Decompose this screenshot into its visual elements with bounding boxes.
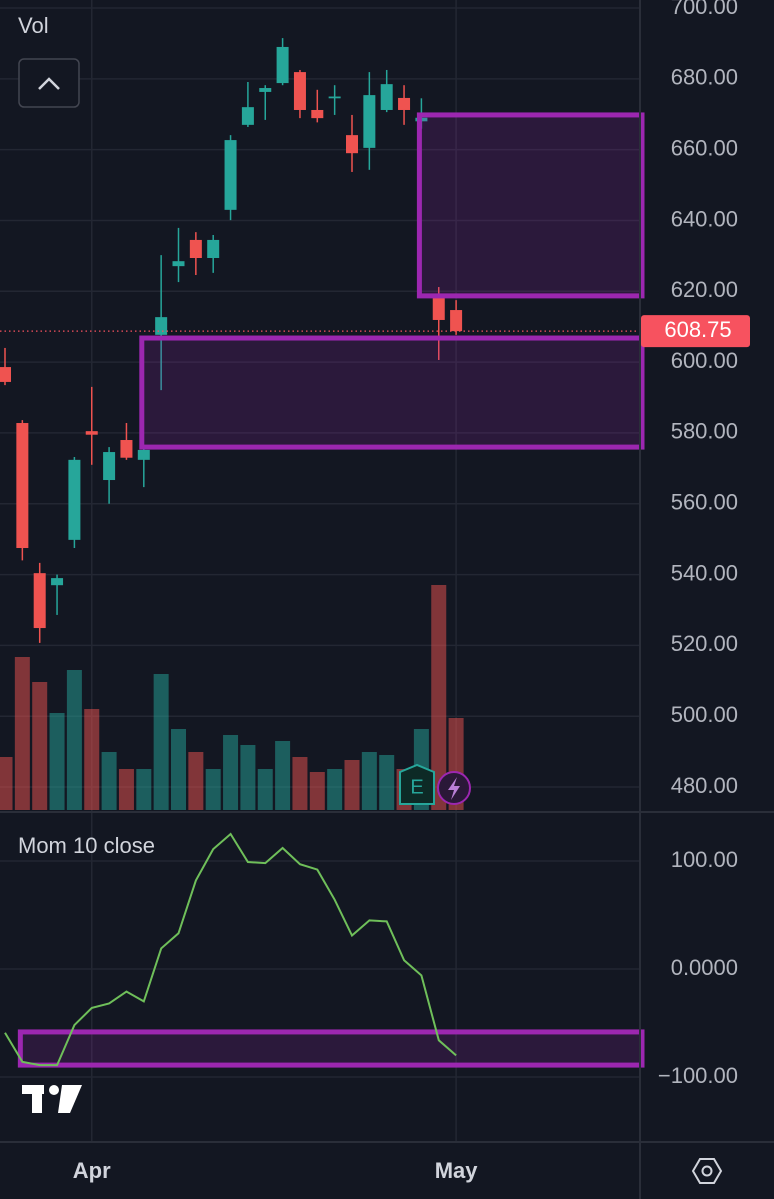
- volume-bar: [361, 752, 377, 810]
- candle-body: [259, 88, 272, 92]
- y-tick-label: 520.00: [671, 631, 738, 656]
- candle-body: [172, 261, 185, 267]
- volume-bar: [188, 752, 204, 810]
- y-tick-label: 580.00: [671, 419, 738, 444]
- y-tick-label: 540.00: [671, 560, 738, 585]
- candle-body: [276, 46, 289, 84]
- candle-body: [293, 72, 306, 110]
- volume-bar: [49, 713, 65, 810]
- y-tick-label: 700.00: [671, 0, 738, 19]
- candle-body: [51, 578, 64, 586]
- plot-layer: Apr May 480.00 500.00 520.00 540.00 560.00 580.…: [0, 0, 750, 1183]
- volume-bar: [171, 729, 186, 810]
- settings-button[interactable]: [691, 1158, 723, 1184]
- y-tick-label: 100.00: [671, 847, 738, 872]
- volume-bar: [327, 769, 343, 810]
- y-tick-label: 620.00: [671, 277, 738, 302]
- candle-body: [16, 423, 29, 549]
- candle-body: [103, 452, 116, 481]
- candle-body: [68, 459, 81, 540]
- candle-body: [207, 239, 220, 259]
- volume-bar: [14, 657, 30, 810]
- volume-bar: [275, 741, 291, 810]
- volume-bar: [66, 670, 82, 810]
- volume-bar: [101, 752, 117, 810]
- y-tick-label: 680.00: [671, 65, 738, 90]
- volume-bar: [257, 769, 273, 810]
- candle-body: [450, 310, 463, 332]
- candle-body: [0, 367, 11, 382]
- candle-body: [241, 107, 254, 125]
- volume-bar: [153, 674, 169, 810]
- candle-body: [380, 84, 393, 110]
- candle-body: [224, 140, 237, 210]
- indicator-line: [4, 832, 457, 1067]
- y-tick-label: 500.00: [671, 702, 738, 727]
- x-tick-label: May: [435, 1158, 479, 1183]
- last-price-box: [641, 315, 750, 348]
- volume-bar: [205, 769, 221, 810]
- candle-body: [33, 573, 46, 629]
- y-tick-label: 600.00: [671, 348, 738, 373]
- candle-body: [363, 95, 376, 148]
- y-tick-label: 560.00: [671, 490, 738, 515]
- candle-body: [346, 135, 358, 154]
- candle-body: [85, 431, 98, 435]
- earnings-badge[interactable]: E: [399, 763, 435, 805]
- volume-bar: [379, 755, 395, 810]
- y-tick-label: 480.00: [671, 773, 738, 798]
- candle-body: [432, 298, 445, 320]
- y-tick-label: 640.00: [671, 206, 738, 231]
- volume-bar: [240, 745, 256, 810]
- collapse-button[interactable]: [18, 58, 80, 108]
- volume-bar: [136, 769, 152, 810]
- indicator-title: Mom 10 close: [18, 833, 155, 858]
- candle-body: [311, 109, 324, 119]
- y-tick-label: −100.00: [658, 1063, 738, 1088]
- y-tick-label: 660.00: [671, 135, 738, 160]
- volume-bar: [309, 772, 325, 810]
- svg-text:E: E: [410, 776, 423, 798]
- last-price-label: 608.75: [664, 317, 731, 342]
- volume-bar: [344, 760, 360, 810]
- volume-bar: [431, 585, 447, 810]
- zone: [139, 335, 645, 450]
- candle-body: [120, 440, 133, 458]
- candle-body: [328, 96, 341, 99]
- volume-bar: [32, 682, 48, 810]
- y-tick-label: 0.0000: [671, 955, 738, 980]
- volume-bar: [292, 757, 308, 810]
- volume-bar: [118, 769, 134, 810]
- volume-bar: [0, 757, 13, 810]
- candle-body: [137, 449, 150, 460]
- volume-bar: [84, 709, 100, 810]
- zone: [17, 1029, 645, 1068]
- volume-label: Vol: [18, 13, 49, 38]
- zone: [416, 112, 645, 299]
- x-tick-label: Apr: [73, 1158, 111, 1183]
- dividend-badge[interactable]: [437, 771, 471, 805]
- candle-body: [398, 97, 411, 110]
- volume-bar: [223, 735, 239, 810]
- candle-body: [189, 239, 202, 259]
- tradingview-logo: [22, 1085, 82, 1113]
- candle-body: [155, 317, 168, 335]
